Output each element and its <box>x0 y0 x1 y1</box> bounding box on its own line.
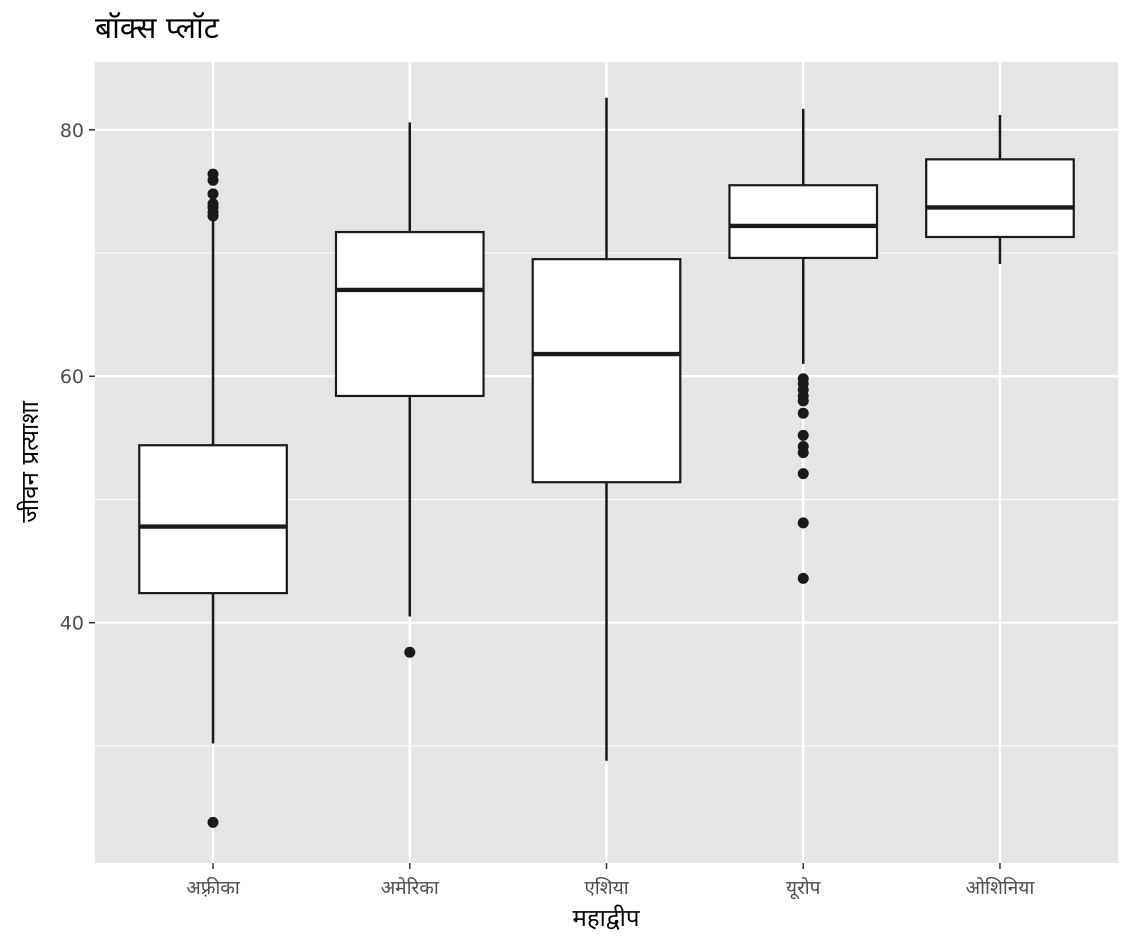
outlier-point <box>404 646 416 658</box>
outlier-point <box>207 168 219 180</box>
y-tick-label: 40 <box>60 613 84 635</box>
x-tick-label: अमेरिका <box>381 876 440 899</box>
outlier-point <box>797 429 809 441</box>
outlier-point <box>207 198 219 210</box>
boxes-layer <box>138 97 1075 828</box>
x-tick-label: यूरोप <box>786 876 822 900</box>
x-axis-title: महाद्वीप <box>573 904 640 932</box>
y-tick-label: 80 <box>60 120 84 142</box>
outlier-point <box>207 188 219 200</box>
box-group <box>531 97 682 761</box>
box-iqr <box>728 184 879 260</box>
box-iqr <box>138 444 288 595</box>
x-tick-label: अफ़्रीका <box>186 876 241 899</box>
box-group <box>925 114 1075 265</box>
box-iqr <box>925 158 1075 239</box>
x-tick-label: ओशिनिया <box>966 876 1036 899</box>
outlier-point <box>797 468 809 480</box>
box-group <box>728 108 879 584</box>
chart-title: बॉक्स प्लॉट <box>95 11 220 46</box>
box-group <box>334 122 485 658</box>
box-group <box>138 168 288 828</box>
outlier-point <box>797 517 809 529</box>
x-axis: अफ़्रीका अमेरिका एशिया यूरोप ओशिनिया <box>186 863 1035 900</box>
outlier-point <box>797 407 809 419</box>
outlier-point <box>797 373 809 385</box>
box-iqr <box>334 230 485 398</box>
outlier-point <box>797 440 809 452</box>
y-axis-title: जीवन प्रत्याशा <box>16 400 44 522</box>
y-tick-label: 60 <box>60 366 84 388</box>
box-iqr <box>531 258 682 484</box>
outlier-point <box>207 816 219 828</box>
y-axis: 40 60 80 <box>60 120 95 635</box>
outlier-point <box>797 572 809 584</box>
x-tick-label: एशिया <box>584 876 629 899</box>
